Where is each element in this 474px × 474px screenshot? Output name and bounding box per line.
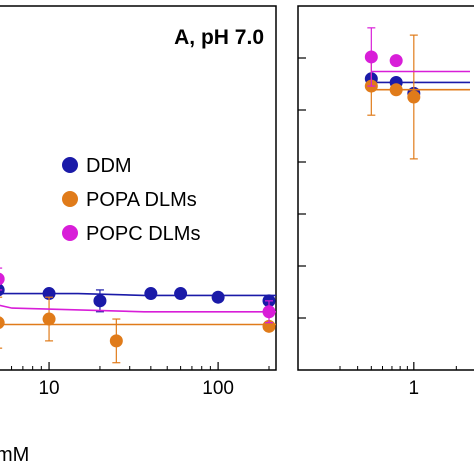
panel-b-x-tick-label: 1 xyxy=(409,378,420,399)
panel-b-point-popc-dlms xyxy=(389,54,403,68)
legend-marker-popc xyxy=(62,225,78,241)
panel-b-point-popc-dlms xyxy=(364,50,378,64)
legend-label-popa: POPA DLMs xyxy=(86,189,197,211)
x-axis-label: mM xyxy=(0,444,29,466)
legend-label-ddm: DDM xyxy=(86,155,132,177)
panel-a-point-ddm xyxy=(93,294,107,308)
panel-a-x-tick-label: 100 xyxy=(202,378,234,399)
panel-a-point-ddm xyxy=(144,287,158,301)
panel-a-title: A, pH 7.0 xyxy=(174,26,264,49)
panel-a-point-ddm xyxy=(0,283,5,297)
panel-a-point-popa-dlms xyxy=(109,334,123,348)
panel-b-plot: 1 xyxy=(298,27,470,399)
panel-a-point-popc-dlms xyxy=(0,272,5,286)
panel-b-frame xyxy=(297,5,474,371)
legend-marker-ddm xyxy=(62,157,78,173)
panel-b: 1 xyxy=(297,5,474,399)
panel-a-point-popa-dlms xyxy=(0,316,5,329)
panel-a-fit-line-ddm xyxy=(0,292,276,297)
panel-a-point-popa-dlms xyxy=(42,312,56,326)
panel-a-frame xyxy=(0,5,277,371)
panel-b-point-popa-dlms xyxy=(389,83,403,97)
panel-a-plot: 10 100 xyxy=(0,267,276,399)
panel-a-x-tick-label: 10 xyxy=(38,378,59,399)
panel-a-point-ddm xyxy=(211,290,225,304)
legend: DDM POPA DLMs POPC DLMs xyxy=(62,155,200,245)
panel-a-point-ddm xyxy=(174,287,188,301)
legend-marker-popa xyxy=(62,191,78,207)
panel-a-point-popc-dlms xyxy=(262,305,276,319)
legend-label-popc: POPC DLMs xyxy=(86,223,200,245)
panel-a-fit-line-popc-dlms xyxy=(0,304,276,313)
panel-a: A, pH 7.0 10 100 DDM POPA DLMs POPC DLMs … xyxy=(0,5,277,466)
panel-b-point-popa-dlms xyxy=(407,90,421,104)
